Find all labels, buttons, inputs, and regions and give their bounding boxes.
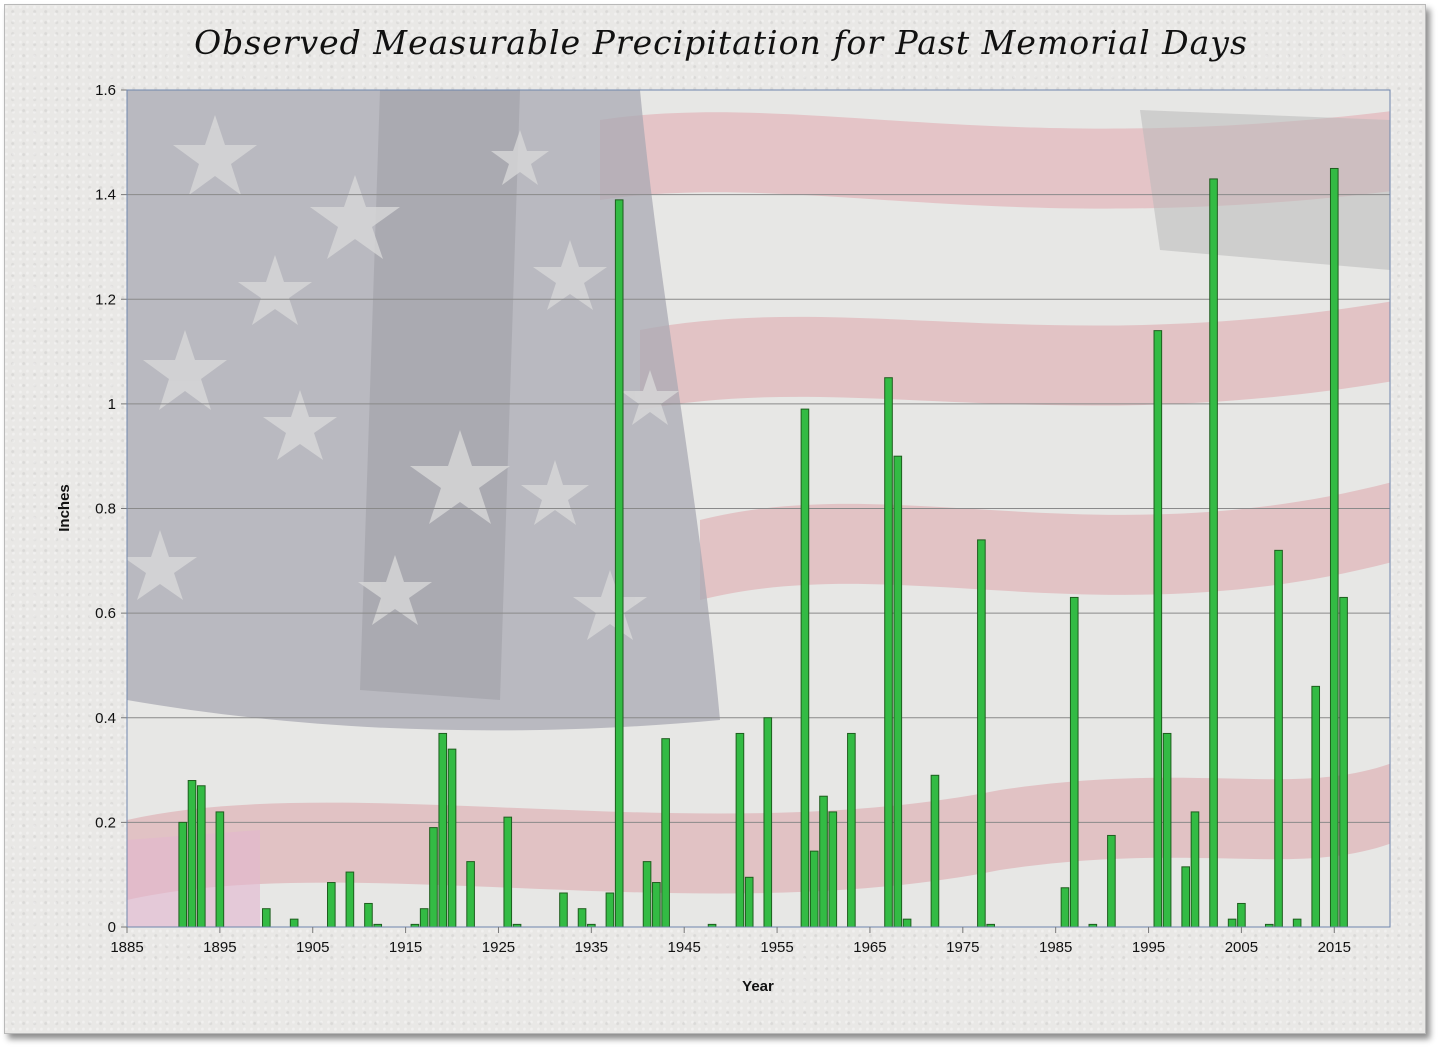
bar [614, 199, 624, 928]
bar [893, 455, 903, 928]
y-tick-label: 1 [108, 396, 116, 413]
bar [438, 732, 448, 928]
x-tick-label: 1985 [1039, 939, 1072, 956]
bar [735, 732, 745, 928]
bar [605, 892, 615, 928]
bar [977, 539, 986, 928]
bar [902, 918, 912, 928]
bar [930, 774, 940, 928]
y-axis-title: Inches [56, 484, 73, 532]
y-tick-label: 1.4 [95, 187, 116, 204]
bar [196, 785, 206, 928]
x-tick-label: 2005 [1225, 939, 1258, 956]
y-tick-label: 0.4 [95, 710, 116, 727]
bar [215, 811, 225, 928]
bar [1107, 834, 1116, 928]
bar [1237, 902, 1246, 928]
bar [744, 876, 754, 928]
bar [1153, 330, 1163, 928]
bar [800, 408, 810, 928]
bar [652, 882, 661, 928]
y-tick-label: 0.2 [95, 814, 116, 831]
plot-border [126, 89, 1391, 928]
x-tick-label: 1955 [760, 939, 793, 956]
bar [1292, 918, 1302, 928]
bar [327, 882, 336, 928]
bar [466, 861, 475, 928]
bar [447, 748, 457, 928]
bar [1162, 732, 1172, 928]
y-tick-label: 0.6 [95, 605, 116, 622]
bar [828, 811, 838, 928]
bar [419, 908, 429, 928]
x-tick-label: 1925 [482, 939, 515, 956]
chart-title: Observed Measurable Precipitation for Pa… [194, 23, 1248, 62]
bar [187, 780, 197, 928]
x-tick-label: 1895 [203, 939, 236, 956]
bar [1060, 887, 1070, 928]
bar [1190, 811, 1200, 928]
x-axis-title: Year [742, 978, 774, 995]
bar [763, 717, 773, 928]
bar [1311, 685, 1321, 928]
bar [345, 871, 355, 928]
bar [809, 850, 819, 928]
bar [1339, 596, 1348, 928]
bar-series [178, 167, 1348, 928]
bar [1069, 596, 1079, 928]
bar [559, 892, 568, 928]
x-tick-label: 2015 [1318, 939, 1351, 956]
bar [429, 827, 438, 928]
bar [1181, 866, 1190, 928]
bar [642, 861, 652, 928]
bar [661, 738, 670, 928]
bar [503, 816, 513, 928]
bar [178, 821, 188, 928]
x-tick-label: 1975 [946, 939, 979, 956]
x-tick-label: 1995 [1132, 939, 1165, 956]
x-tick-label: 1915 [389, 939, 422, 956]
y-tick-label: 0.8 [95, 501, 116, 518]
bar [847, 732, 856, 928]
y-tick-label: 0 [108, 919, 116, 936]
x-tick-label: 1935 [575, 939, 608, 956]
bar [1329, 167, 1339, 928]
bar [819, 795, 828, 928]
x-tick-label: 1945 [668, 939, 701, 956]
bar [577, 908, 587, 928]
axes: 0 0.2 0.4 0.6 0.8 1 1.2 1.4 1.6 1885 1895 1905 1915 1… [95, 82, 1391, 956]
bar [364, 902, 373, 928]
bar [289, 918, 299, 928]
y-tick-label: 1.6 [95, 82, 116, 99]
bar [1209, 178, 1218, 928]
bar [1227, 918, 1237, 928]
x-tick-label: 1885 [110, 939, 143, 956]
bar [884, 377, 893, 928]
bar [1274, 549, 1283, 928]
x-tick-label: 1905 [296, 939, 329, 956]
x-tick-label: 1965 [853, 939, 886, 956]
bar [261, 908, 271, 928]
y-tick-label: 1.2 [95, 291, 116, 308]
